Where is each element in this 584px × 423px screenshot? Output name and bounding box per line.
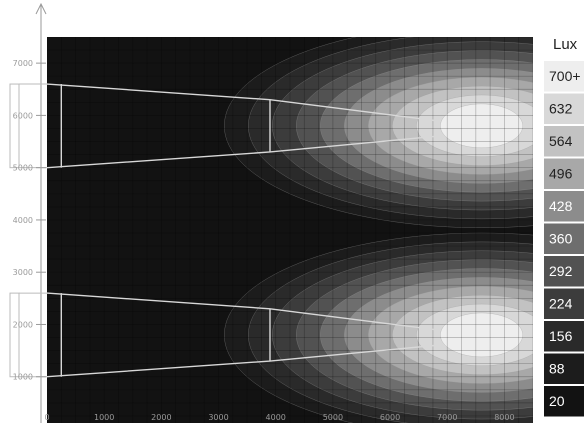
legend-swatch bbox=[544, 386, 584, 417]
x-tick-label: 0 bbox=[44, 413, 49, 422]
legend-label: 224 bbox=[549, 296, 573, 312]
contour-band bbox=[440, 103, 523, 149]
x-tick-label: 5000 bbox=[323, 413, 343, 422]
tick-labels: 1000 2000 3000 4000 5000 6000 7000 0 1000 2000 300… bbox=[13, 59, 515, 422]
legend-label: 292 bbox=[549, 263, 573, 279]
legend: Lux 700+ 632 564 496 428 360 292 224 156 88 20 bbox=[544, 36, 584, 417]
legend-swatch bbox=[544, 223, 584, 254]
legend-title: Lux bbox=[553, 36, 578, 53]
legend-label: 20 bbox=[549, 393, 565, 409]
x-tick-label: 1000 bbox=[94, 413, 114, 422]
legend-swatch bbox=[544, 61, 584, 92]
legend-label: 428 bbox=[549, 198, 573, 214]
y-tick-label: 1000 bbox=[13, 373, 33, 382]
legend-swatch bbox=[544, 353, 584, 384]
legend-swatch bbox=[544, 191, 584, 222]
legend-label: 156 bbox=[549, 328, 573, 344]
x-tick-label: 7000 bbox=[437, 413, 457, 422]
legend-label: 360 bbox=[549, 231, 573, 247]
grid bbox=[47, 37, 533, 423]
legend-label: 632 bbox=[549, 101, 573, 117]
x-tick-label: 2000 bbox=[151, 413, 171, 422]
legend-label: 700+ bbox=[549, 68, 581, 84]
y-tick-label: 5000 bbox=[13, 164, 33, 173]
legend-label: 564 bbox=[549, 133, 573, 149]
fixture-box bbox=[9, 83, 20, 169]
legend-label: 496 bbox=[549, 166, 573, 182]
legend-swatch bbox=[544, 93, 584, 124]
y-tick-label: 3000 bbox=[13, 268, 33, 277]
y-tick-label: 6000 bbox=[13, 111, 33, 120]
legend-swatch bbox=[544, 158, 584, 189]
y-tick-label: 4000 bbox=[13, 216, 33, 225]
legend-swatch bbox=[544, 288, 584, 319]
x-tick-label: 4000 bbox=[266, 413, 286, 422]
x-tick-label: 3000 bbox=[208, 413, 228, 422]
y-tick-label: 2000 bbox=[13, 320, 33, 329]
fixture-box bbox=[9, 292, 20, 378]
beams bbox=[47, 83, 436, 378]
x-tick-label: 8000 bbox=[494, 413, 514, 422]
legend-swatch bbox=[544, 321, 584, 352]
y-tick-label: 7000 bbox=[13, 59, 33, 68]
y-axis-arrow bbox=[35, 2, 47, 15]
plot-area bbox=[47, 37, 533, 423]
contour-band bbox=[440, 312, 523, 358]
legend-label: 88 bbox=[549, 361, 565, 377]
x-tick-label: 6000 bbox=[380, 413, 400, 422]
contours bbox=[224, 37, 533, 423]
legend-swatch bbox=[544, 256, 584, 287]
legend-swatch bbox=[544, 126, 584, 157]
